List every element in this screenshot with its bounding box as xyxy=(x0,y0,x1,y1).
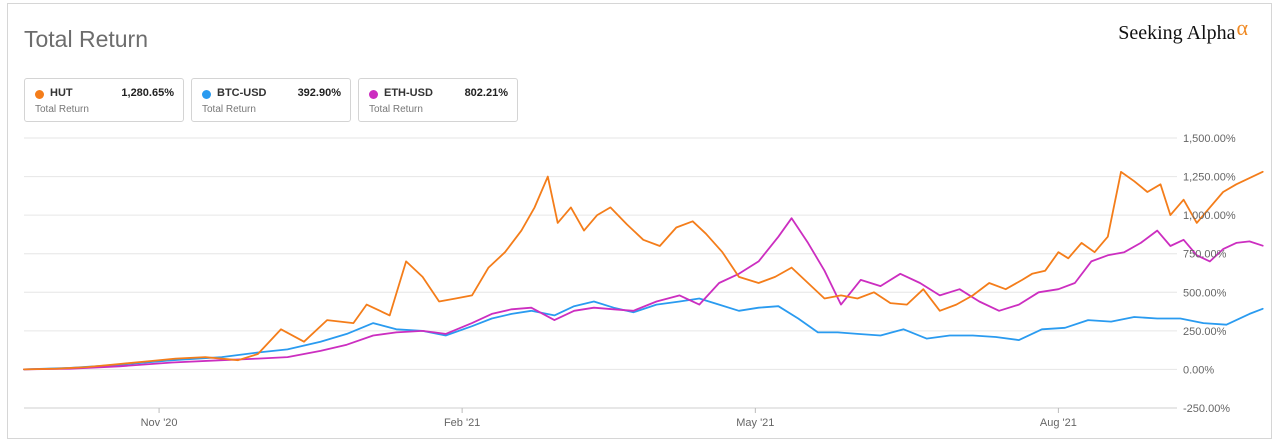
legend-series-name: HUT xyxy=(50,87,73,99)
series-line-eth-usd[interactable] xyxy=(23,217,1264,371)
x-tick-label: May '21 xyxy=(736,417,774,429)
y-tick-label: 1,500.00% xyxy=(1183,133,1236,145)
logo-text: Seeking Alpha xyxy=(1118,22,1236,44)
chart-frame xyxy=(7,3,1272,439)
legend-series-value: 802.21% xyxy=(464,87,508,99)
grid-layer xyxy=(24,137,1177,409)
chart-title: Total Return xyxy=(24,26,149,52)
x-tick-label: Feb '21 xyxy=(444,417,480,429)
y-tick-label: 1,250.00% xyxy=(1183,172,1236,184)
legend-series-subtitle: Total Return xyxy=(369,104,423,115)
y-tick-label: 0.00% xyxy=(1183,364,1214,376)
alpha-icon: α xyxy=(1236,15,1248,40)
series-line-hut[interactable] xyxy=(23,170,1264,371)
legend-card-hut[interactable]: HUT 1,280.65% Total Return xyxy=(24,78,184,122)
y-tick-label: 1,000.00% xyxy=(1183,210,1236,222)
y-tick-label: 500.00% xyxy=(1183,287,1227,299)
legend-series-subtitle: Total Return xyxy=(202,104,256,115)
y-tick-label: 250.00% xyxy=(1183,326,1227,338)
eth-usd-color-dot xyxy=(369,90,378,99)
axis-layer: 1,500.00% 1,250.00% 1,000.00% 750.00% 500.00… xyxy=(24,133,1236,429)
y-tick-label: -250.00% xyxy=(1183,403,1230,415)
legend-series-name: ETH-USD xyxy=(384,87,433,99)
legend-card-eth-usd[interactable]: ETH-USD 802.21% Total Return xyxy=(358,78,518,122)
series-line-btc-usd[interactable] xyxy=(23,297,1264,371)
legend-series-subtitle: Total Return xyxy=(35,104,89,115)
seeking-alpha-logo: Seeking Alpha α xyxy=(1118,15,1248,52)
hut-color-dot xyxy=(35,90,44,99)
series-layer xyxy=(23,170,1264,371)
y-tick-label: 750.00% xyxy=(1183,249,1227,261)
legend-series-name: BTC-USD xyxy=(217,87,267,99)
x-tick-label: Aug '21 xyxy=(1040,417,1077,429)
legend-series-value: 1,280.65% xyxy=(121,87,174,99)
btc-usd-color-dot xyxy=(202,90,211,99)
x-tick-label: Nov '20 xyxy=(141,417,178,429)
legend-card-btc-usd[interactable]: BTC-USD 392.90% Total Return xyxy=(191,78,351,122)
legend-series-value: 392.90% xyxy=(297,87,341,99)
